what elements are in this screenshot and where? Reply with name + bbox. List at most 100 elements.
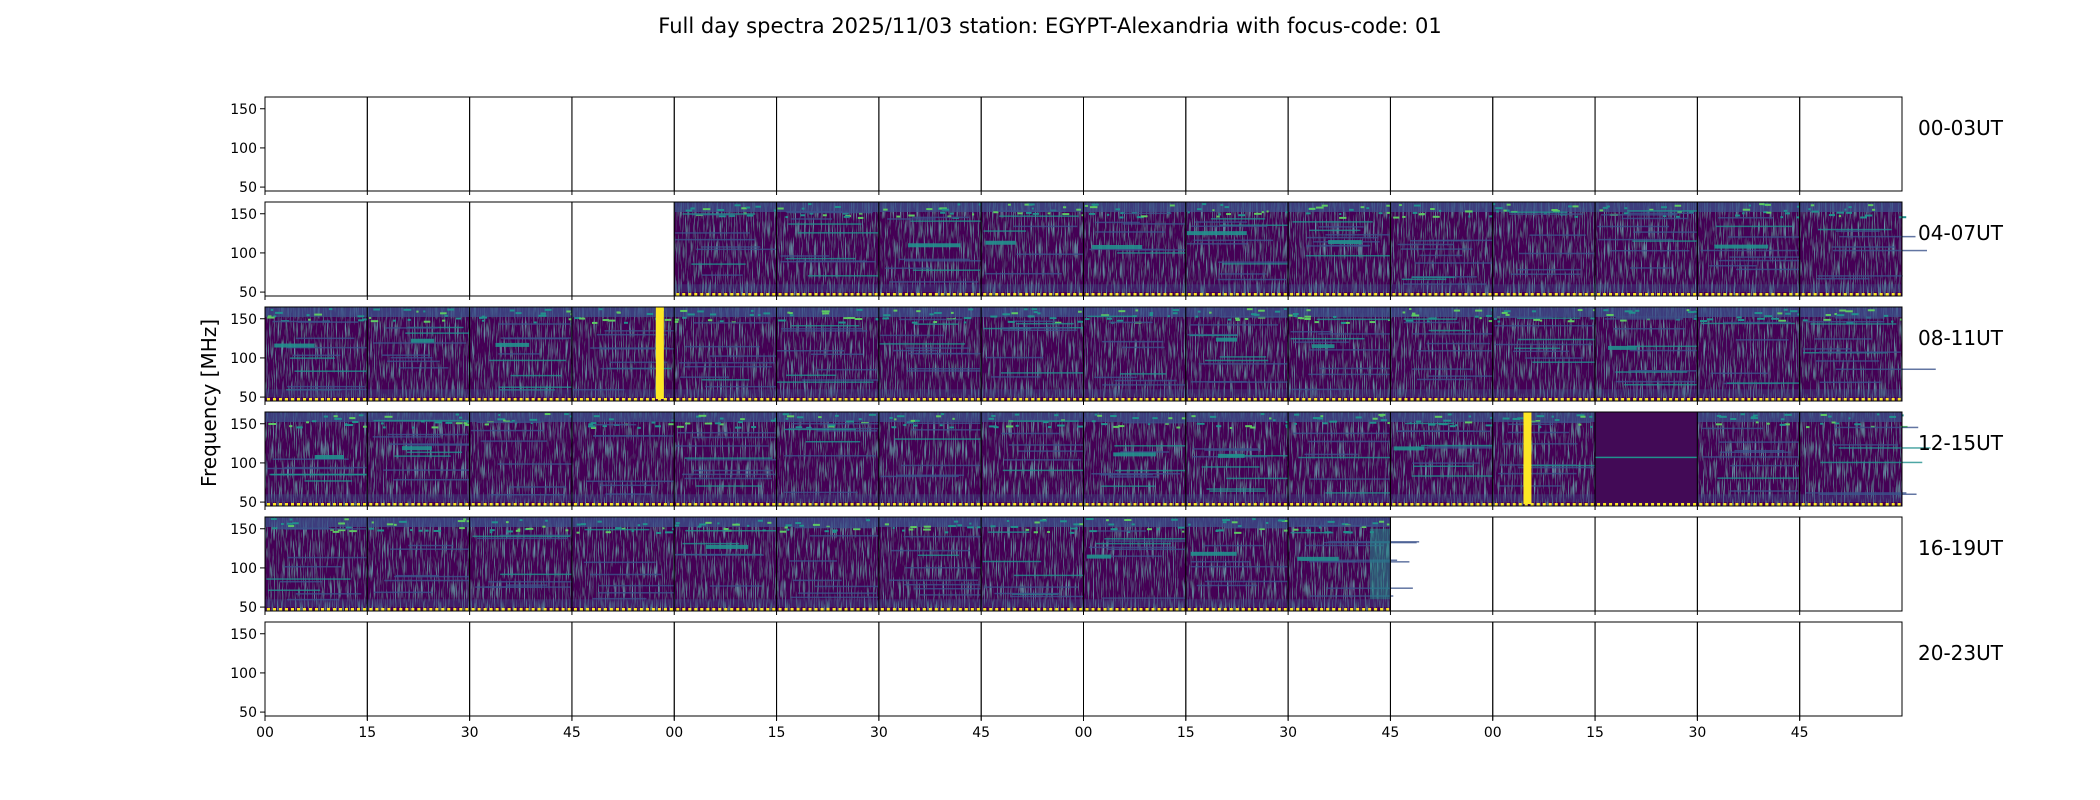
panel-frame [1594,621,1698,717]
interference-line [903,535,987,538]
late-emission [1369,528,1391,600]
baseline-marker [1681,293,1685,296]
baseline-marker [1145,398,1149,401]
baseline-marker [1115,293,1119,296]
rfi-dot [275,311,283,314]
baseline-marker [712,608,716,611]
emission-patch [1714,244,1769,249]
baseline-marker [1633,398,1637,401]
baseline-marker [742,293,746,296]
interference-line [816,430,878,432]
low-band [367,494,470,503]
rfi-dot [751,426,757,429]
rfi-dot [1101,423,1108,426]
rfi-dot [1234,531,1242,534]
baseline-marker [760,503,764,506]
baseline-marker [1548,398,1552,401]
rfi-dot [990,525,996,528]
baseline-marker [1753,398,1757,401]
rfi-dot [455,422,463,425]
y-tick-label: 150 [230,102,257,118]
rfi-dot [1127,530,1131,533]
baseline-marker [1169,293,1173,296]
baseline-marker [1181,398,1185,401]
spectrum-panel [1185,306,1300,405]
baseline-marker [1615,503,1619,506]
baseline-marker [724,398,728,401]
panel-frame [366,621,471,717]
rfi-dot [457,520,466,523]
spectrogram-background [1288,202,1391,296]
baseline-marker [1338,503,1342,506]
spectrum-panel [776,516,899,615]
interference-line [1018,450,1116,452]
baseline-marker [1079,608,1083,611]
baseline-marker [1259,608,1263,611]
baseline-marker [1873,503,1877,506]
baseline-marker [1584,398,1588,401]
interference-line [1189,334,1238,337]
baseline-marker [1891,398,1895,401]
interference-line [1516,317,1580,319]
interference-line [1818,351,1901,353]
baseline-marker [694,398,698,401]
interference-line [1816,277,1870,280]
baseline-marker [417,503,421,506]
spectrum-panel [469,621,573,720]
baseline-marker [561,398,565,401]
baseline-marker [1759,503,1763,506]
rfi-dot [1259,528,1265,531]
baseline-marker [1464,503,1468,506]
interference-line [605,493,652,495]
rfi-dot [1533,318,1541,321]
baseline-marker [465,608,469,611]
rfi-dot [1535,420,1541,423]
baseline-marker [922,398,926,401]
rfi-dot [1784,423,1790,426]
spectrum-panel [673,621,778,720]
spectrum-panel [1083,621,1187,720]
baseline-marker [706,608,710,611]
spectrum-panel [264,516,378,615]
baseline-marker [1663,398,1667,401]
interference-line [1301,559,1398,562]
baseline-marker [417,608,421,611]
baseline-marker [880,503,884,506]
rfi-dot [702,208,711,211]
baseline-marker [1789,398,1793,401]
baseline-marker [657,608,661,611]
baseline-marker [1416,398,1420,401]
rfi-dot [1107,213,1110,216]
baseline-marker [465,398,469,401]
baseline-marker [814,293,818,296]
baseline-marker [1597,293,1601,296]
baseline-marker [309,503,312,506]
rfi-dot [777,207,784,210]
interference-line [798,592,877,594]
baseline-marker [730,503,734,506]
rfi-dot [1848,417,1851,420]
baseline-marker [1777,293,1781,296]
baseline-marker [1759,293,1763,296]
panel-frame [1594,516,1698,612]
baseline-marker [1344,398,1348,401]
baseline-marker [1223,293,1227,296]
baseline-marker [1103,293,1107,296]
interference-line [1723,321,1792,324]
spectrogram-background [1595,307,1698,401]
baseline-marker [1001,503,1005,506]
baseline-marker [1115,398,1119,401]
baseline-marker [1747,293,1751,296]
baseline-marker [676,503,680,506]
low-band [1185,389,1289,398]
spectrogram-background [1595,412,1698,506]
baseline-marker [838,293,842,296]
baseline-marker [1169,608,1173,611]
baseline-marker [579,608,583,611]
baseline-marker [1151,503,1155,506]
spectrogram-background [981,307,1084,401]
baseline-marker [983,608,987,611]
baseline-marker [952,293,956,296]
baseline-marker [1705,398,1709,401]
baseline-marker [1849,293,1853,296]
